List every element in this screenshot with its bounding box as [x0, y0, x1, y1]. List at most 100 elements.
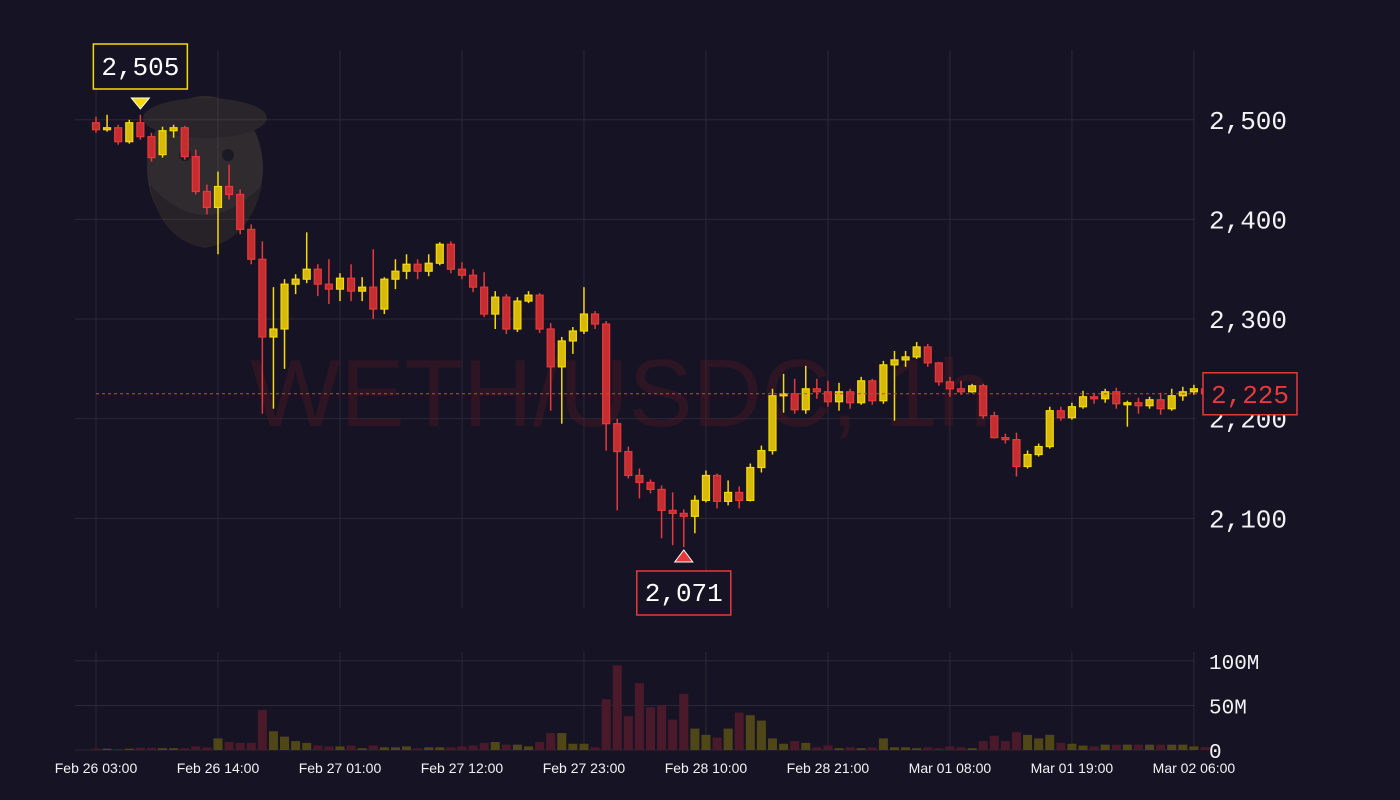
candle: [956, 380, 966, 395]
candle: [801, 365, 810, 414]
volume-bar: [424, 747, 434, 750]
volume-bar: [1000, 741, 1010, 750]
volume-bar: [945, 746, 955, 750]
volume-bar: [302, 742, 312, 750]
candle: [823, 380, 833, 407]
candle-body: [613, 423, 622, 453]
volume-bar: [912, 748, 922, 750]
candle-body: [147, 136, 156, 159]
candle-body: [779, 393, 788, 397]
grid: [75, 50, 1195, 751]
volume-bar: [845, 747, 855, 750]
candle: [391, 259, 400, 290]
volume-bar: [246, 742, 256, 750]
low-price-box: [636, 570, 732, 616]
volume-bar: [779, 743, 789, 750]
volume-bar: [435, 747, 445, 750]
candle-body: [1001, 437, 1010, 441]
volume-bar: [823, 745, 833, 750]
candle: [657, 485, 666, 539]
candle: [269, 287, 278, 409]
candle: [590, 311, 600, 329]
candle-body: [402, 263, 411, 272]
volume-bar: [1167, 744, 1177, 750]
candle-body: [1123, 402, 1132, 406]
candle: [1001, 433, 1010, 444]
candle-body: [269, 328, 278, 338]
candle: [358, 277, 367, 302]
volume-bar: [158, 748, 168, 750]
volume-bar: [180, 748, 190, 750]
candle: [624, 446, 633, 479]
volume-bar: [767, 738, 777, 750]
candle-body: [1167, 395, 1176, 410]
candle: [1145, 396, 1154, 409]
volume-bar: [679, 693, 689, 750]
candle: [1156, 392, 1165, 415]
volume-bar: [856, 748, 866, 750]
candle: [302, 232, 311, 284]
candle: [446, 241, 455, 274]
candle: [757, 445, 766, 473]
candle-body: [757, 449, 766, 469]
price-tick-label: 2,500: [1209, 107, 1287, 137]
candle-body: [812, 388, 821, 393]
volume-bar: [357, 748, 367, 750]
current-price-label: 2,225: [1211, 381, 1289, 411]
volume-bar: [169, 748, 179, 750]
candle: [1067, 402, 1077, 420]
volume-bar: [590, 747, 600, 750]
volume-bar: [1122, 744, 1132, 750]
candle: [846, 388, 855, 409]
candle-body: [435, 243, 444, 264]
candle-body: [1134, 402, 1143, 407]
candle-body: [956, 388, 966, 393]
volume-bar: [379, 747, 389, 750]
candle: [424, 254, 433, 277]
candle: [513, 297, 522, 332]
x-tick-label: Feb 27 23:00: [543, 760, 626, 776]
candle-body: [1012, 439, 1021, 468]
axes: Feb 26 03:00 Feb 26 14:00 Feb 27 01:00 Feb …: [55, 107, 1287, 776]
candle-body: [213, 185, 223, 209]
volume-bar: [446, 747, 456, 750]
candle-body: [91, 122, 101, 131]
candle: [968, 383, 977, 393]
candle-body: [1145, 399, 1154, 407]
candle: [1078, 390, 1088, 409]
candle: [613, 418, 622, 511]
volume-bar: [146, 747, 156, 750]
volume-bar: [1011, 732, 1021, 750]
candle: [912, 341, 921, 359]
candle-body: [136, 122, 145, 138]
candle-body: [901, 356, 910, 361]
volume-bar: [889, 747, 899, 750]
volume-bar: [546, 733, 556, 750]
volume-bar: [191, 746, 201, 750]
candle: [502, 294, 511, 334]
candle: [291, 274, 300, 295]
candle-body: [369, 286, 378, 310]
volume-bar: [745, 715, 755, 750]
volume-bar: [712, 737, 722, 750]
volume-bar: [623, 716, 633, 750]
volume-bar: [657, 705, 667, 750]
candle: [324, 259, 333, 305]
candle: [280, 279, 289, 369]
candle: [524, 291, 533, 304]
candle: [868, 378, 877, 405]
candle-body: [413, 263, 422, 272]
candle: [136, 114, 145, 140]
candle-body: [568, 330, 577, 342]
candle-body: [635, 474, 644, 484]
candle: [1101, 388, 1110, 403]
candle-body: [202, 190, 211, 209]
candle: [191, 149, 200, 195]
candle-body: [868, 380, 877, 402]
price-tick-label: 2,300: [1209, 306, 1287, 336]
candle: [1089, 392, 1099, 404]
candle-body: [457, 268, 467, 276]
candle: [236, 189, 245, 235]
candle: [568, 327, 577, 354]
volume-bar: [213, 738, 223, 750]
